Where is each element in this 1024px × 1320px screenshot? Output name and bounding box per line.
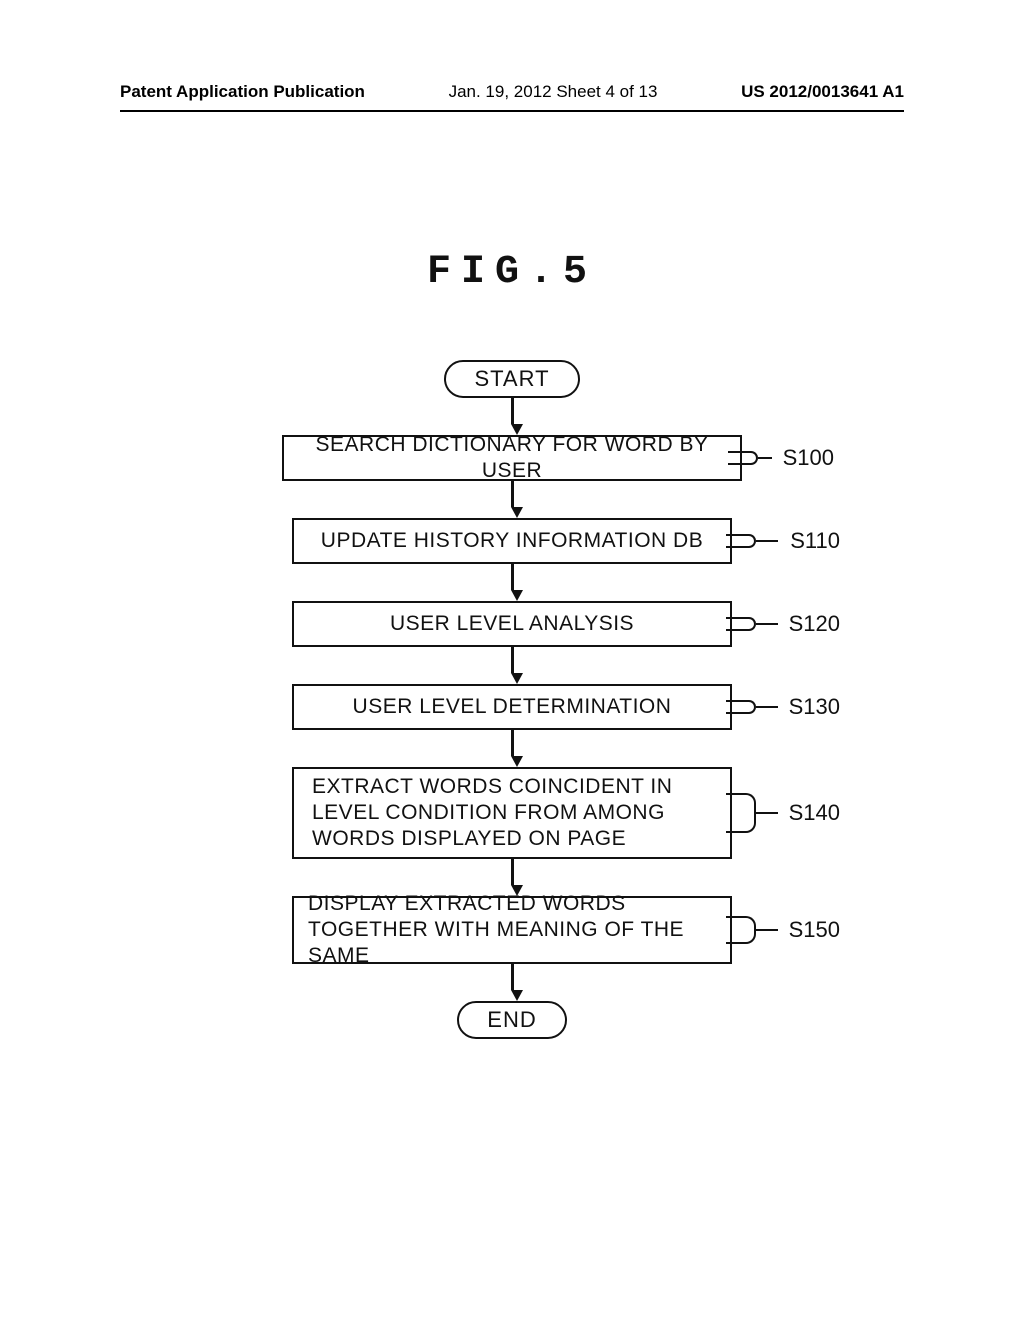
arrow-line xyxy=(511,859,514,885)
brace-icon xyxy=(726,617,756,631)
step-label: S120 xyxy=(789,611,840,637)
arrow-head-icon xyxy=(511,756,523,767)
step-s110: UPDATE HISTORY INFORMATION DB S110 xyxy=(292,518,732,564)
arrow-line xyxy=(511,564,514,590)
step-s140: EXTRACT WORDS COINCIDENT IN LEVEL CONDIT… xyxy=(292,767,732,859)
flow-arrow xyxy=(511,481,513,518)
step-label: S140 xyxy=(789,800,840,826)
arrow-line xyxy=(511,964,514,990)
flow-arrow xyxy=(511,647,513,684)
page: Patent Application Publication Jan. 19, … xyxy=(0,0,1024,1320)
page-header: Patent Application Publication Jan. 19, … xyxy=(0,82,1024,108)
brace-icon xyxy=(726,534,756,548)
process-text: USER LEVEL ANALYSIS xyxy=(390,611,634,637)
process-text: UPDATE HISTORY INFORMATION DB xyxy=(321,528,703,554)
terminator-end: END xyxy=(457,1001,566,1039)
process-box: USER LEVEL DETERMINATION xyxy=(292,684,732,730)
process-box: DISPLAY EXTRACTED WORDS TOGETHER WITH ME… xyxy=(292,896,732,964)
step-s100: SEARCH DICTIONARY FOR WORD BY USER S100 xyxy=(282,435,742,481)
arrow-head-icon xyxy=(511,507,523,518)
header-mid: Jan. 19, 2012 Sheet 4 of 13 xyxy=(449,82,658,102)
flow-arrow xyxy=(511,398,513,435)
process-box: EXTRACT WORDS COINCIDENT IN LEVEL CONDIT… xyxy=(292,767,732,859)
process-box: SEARCH DICTIONARY FOR WORD BY USER xyxy=(282,435,742,481)
flow-arrow xyxy=(511,964,513,1001)
process-box: USER LEVEL ANALYSIS xyxy=(292,601,732,647)
arrow-line xyxy=(511,481,514,507)
process-text: DISPLAY EXTRACTED WORDS TOGETHER WITH ME… xyxy=(308,891,716,970)
header-left: Patent Application Publication xyxy=(120,82,365,102)
process-box: UPDATE HISTORY INFORMATION DB xyxy=(292,518,732,564)
brace-stub xyxy=(758,457,772,459)
step-label: S100 xyxy=(783,445,834,471)
brace-stub xyxy=(756,540,778,542)
terminator-start: START xyxy=(444,360,579,398)
step-label: S130 xyxy=(789,694,840,720)
process-text: SEARCH DICTIONARY FOR WORD BY USER xyxy=(294,432,730,485)
flow-arrow xyxy=(511,730,513,767)
arrow-line xyxy=(511,398,514,424)
brace-stub xyxy=(756,929,778,931)
arrow-line xyxy=(511,730,514,756)
brace-stub xyxy=(756,623,778,625)
brace-icon xyxy=(728,451,758,465)
header-right: US 2012/0013641 A1 xyxy=(741,82,904,102)
figure-label: FIG.5 xyxy=(0,250,1024,295)
brace-icon xyxy=(726,793,756,833)
arrow-head-icon xyxy=(511,590,523,601)
brace-stub xyxy=(756,812,778,814)
header-rule xyxy=(120,110,904,112)
brace-icon xyxy=(726,916,756,944)
arrow-head-icon xyxy=(511,990,523,1001)
arrow-line xyxy=(511,647,514,673)
step-s150: DISPLAY EXTRACTED WORDS TOGETHER WITH ME… xyxy=(292,896,732,964)
step-label: S150 xyxy=(789,917,840,943)
step-s120: USER LEVEL ANALYSIS S120 xyxy=(292,601,732,647)
step-label: S110 xyxy=(790,528,840,554)
process-text: USER LEVEL DETERMINATION xyxy=(353,694,672,720)
process-text: EXTRACT WORDS COINCIDENT IN LEVEL CONDIT… xyxy=(312,774,712,853)
flow-arrow xyxy=(511,564,513,601)
arrow-head-icon xyxy=(511,673,523,684)
flowchart: START SEARCH DICTIONARY FOR WORD BY USER… xyxy=(0,360,1024,1039)
brace-stub xyxy=(756,706,778,708)
step-s130: USER LEVEL DETERMINATION S130 xyxy=(292,684,732,730)
brace-icon xyxy=(726,700,756,714)
